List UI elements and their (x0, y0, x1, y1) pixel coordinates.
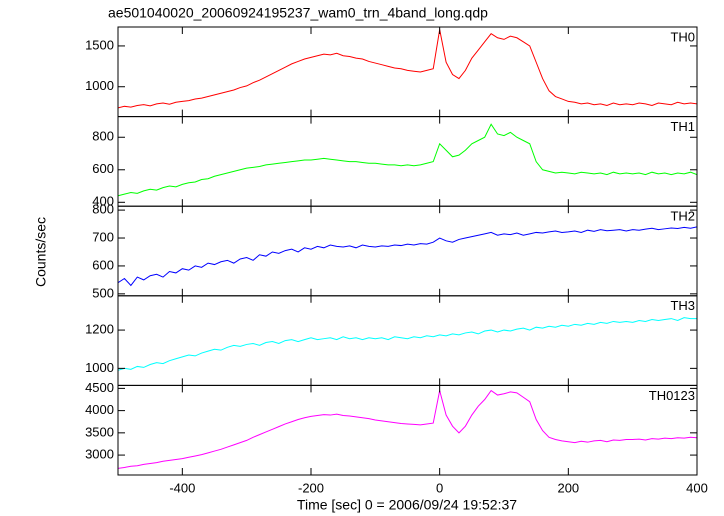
series-line (118, 226, 697, 287)
series-line (118, 389, 697, 469)
y-tick-label: 1200 (85, 322, 114, 337)
panel-label: TH0123 (649, 388, 695, 403)
series-line (118, 317, 697, 371)
y-tick-label: 1000 (85, 78, 114, 93)
y-tick-label: 3000 (85, 447, 114, 462)
x-axis-label: Time [sec] 0 = 2006/09/24 19:52:37 (297, 497, 517, 513)
series-line (118, 29, 697, 109)
panel-label: TH2 (670, 209, 695, 224)
y-tick-label: 4000 (85, 402, 114, 417)
y-tick-label: 3500 (85, 424, 114, 439)
panel-frame (117, 116, 698, 207)
panel-label: TH3 (670, 298, 695, 313)
y-tick-label: 800 (92, 202, 114, 217)
y-tick-label: 600 (92, 257, 114, 272)
x-tick-label: -400 (169, 480, 195, 495)
y-tick-label: 1500 (85, 37, 114, 52)
y-tick-label: 400 (92, 194, 114, 209)
panel-frame (117, 295, 698, 386)
x-tick-label: 200 (557, 480, 579, 495)
panel-label: TH0 (670, 29, 695, 44)
series-line (118, 123, 697, 197)
y-axis-label: Counts/sec (33, 217, 49, 287)
y-tick-label: 500 (92, 285, 114, 300)
y-tick-label: 600 (92, 161, 114, 176)
panel-frame (117, 26, 698, 118)
y-tick-label: 1000 (85, 360, 114, 375)
x-tick-label: -200 (298, 480, 324, 495)
panel-frame (117, 384, 698, 476)
y-tick-label: 700 (92, 229, 114, 244)
panel-frame (117, 205, 698, 297)
x-tick-label: 400 (686, 480, 708, 495)
y-tick-label: 800 (92, 129, 114, 144)
y-tick-label: 4500 (85, 380, 114, 395)
x-tick-label: 0 (436, 480, 443, 495)
chart-title: ae501040020_20060924195237_wam0_trn_4ban… (108, 5, 488, 21)
panel-label: TH1 (670, 119, 695, 134)
